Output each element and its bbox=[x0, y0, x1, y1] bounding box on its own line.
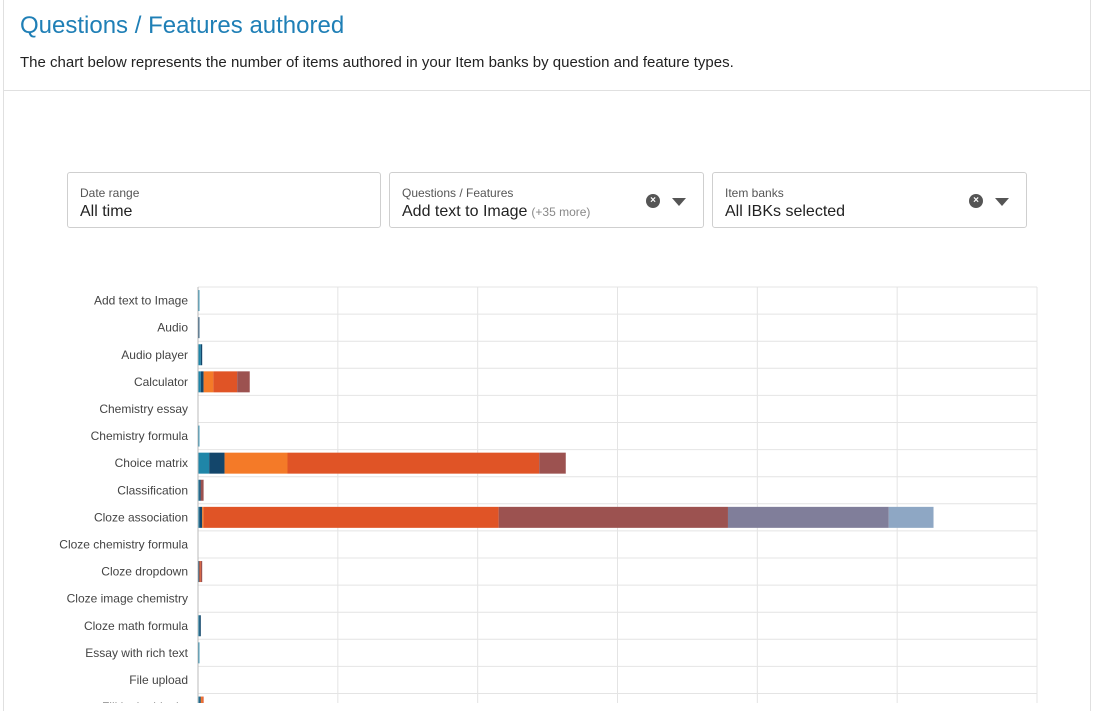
bar-segment bbox=[198, 452, 210, 474]
bar-segment bbox=[199, 479, 201, 501]
bar-segment bbox=[287, 452, 540, 474]
bar-segment bbox=[198, 696, 200, 703]
bar-segment bbox=[198, 371, 201, 393]
questions-features-value-wrap: Add text to Image (+35 more) bbox=[402, 203, 590, 221]
bar-segment bbox=[199, 506, 203, 528]
category-label: Essay with rich text bbox=[85, 646, 188, 660]
item-banks-value: All IBKs selected bbox=[725, 203, 846, 220]
bar-segment bbox=[727, 506, 889, 528]
chevron-down-icon[interactable] bbox=[995, 198, 1009, 206]
category-label: Cloze association bbox=[94, 510, 188, 524]
page-subtitle: The chart below represents the number of… bbox=[20, 54, 734, 71]
bar-segment bbox=[199, 615, 201, 637]
bar-segment bbox=[198, 561, 200, 583]
bar-segment bbox=[198, 479, 200, 501]
category-label: Fill in the blanks bbox=[102, 700, 188, 703]
category-label: Chemistry formula bbox=[91, 429, 189, 443]
bar-segment bbox=[498, 506, 728, 528]
bar-segment bbox=[198, 425, 200, 447]
bar-segment bbox=[200, 696, 203, 703]
bar-segment bbox=[203, 506, 499, 528]
category-label: Cloze chemistry formula bbox=[59, 537, 188, 551]
category-label: Cloze image chemistry bbox=[67, 592, 188, 606]
bar-segment bbox=[198, 615, 200, 637]
item-banks-filter[interactable]: Item banks All IBKs selected × bbox=[712, 172, 1027, 228]
category-label: File upload bbox=[129, 673, 188, 687]
category-label: Calculator bbox=[134, 375, 188, 389]
questions-features-value: Add text to Image bbox=[402, 203, 528, 220]
bar-segment bbox=[200, 561, 203, 583]
bar-segment bbox=[200, 371, 204, 393]
bar-segment bbox=[213, 371, 238, 393]
questions-features-more-count: (+35 more) bbox=[531, 205, 591, 219]
item-banks-label: Item banks bbox=[725, 186, 784, 200]
bar-segment bbox=[202, 506, 204, 528]
bar-segment bbox=[200, 479, 204, 501]
bar-segment bbox=[198, 344, 201, 366]
questions-features-label: Questions / Features bbox=[402, 186, 514, 200]
chevron-down-icon[interactable] bbox=[672, 198, 686, 206]
date-range-value: All time bbox=[80, 203, 133, 220]
category-label: Classification bbox=[117, 483, 188, 497]
bar-segment bbox=[224, 452, 288, 474]
bar-segment bbox=[888, 506, 934, 528]
bar-segment bbox=[198, 317, 200, 339]
category-label: Audio player bbox=[121, 348, 188, 362]
bar-segment bbox=[202, 696, 204, 703]
questions-features-filter[interactable]: Questions / Features Add text to Image (+… bbox=[389, 172, 704, 228]
bar-segment bbox=[199, 696, 201, 703]
bar-segment bbox=[198, 506, 200, 528]
clear-x-icon[interactable]: × bbox=[646, 194, 660, 208]
page-title: Questions / Features authored bbox=[20, 12, 345, 39]
category-label: Add text to Image bbox=[94, 294, 188, 308]
clear-x-icon[interactable]: × bbox=[969, 194, 983, 208]
bar-segment bbox=[198, 642, 200, 664]
bar-segment bbox=[198, 290, 200, 312]
category-label: Choice matrix bbox=[115, 456, 188, 470]
category-label: Chemistry essay bbox=[99, 402, 188, 416]
date-range-filter[interactable]: Date range All time bbox=[67, 172, 381, 228]
category-label: Audio bbox=[157, 321, 188, 335]
bar-segment bbox=[539, 452, 566, 474]
bar-segment bbox=[200, 344, 203, 366]
bar-segment bbox=[209, 452, 225, 474]
category-label: Cloze math formula bbox=[84, 619, 188, 633]
date-range-label: Date range bbox=[80, 186, 140, 200]
bar-segment bbox=[199, 561, 201, 583]
bar-segment bbox=[203, 371, 214, 393]
chart-panel bbox=[3, 91, 1091, 711]
page-header: Questions / Features authored The chart … bbox=[3, 0, 1091, 91]
category-label: Cloze dropdown bbox=[101, 565, 188, 579]
bar-segment bbox=[237, 371, 250, 393]
